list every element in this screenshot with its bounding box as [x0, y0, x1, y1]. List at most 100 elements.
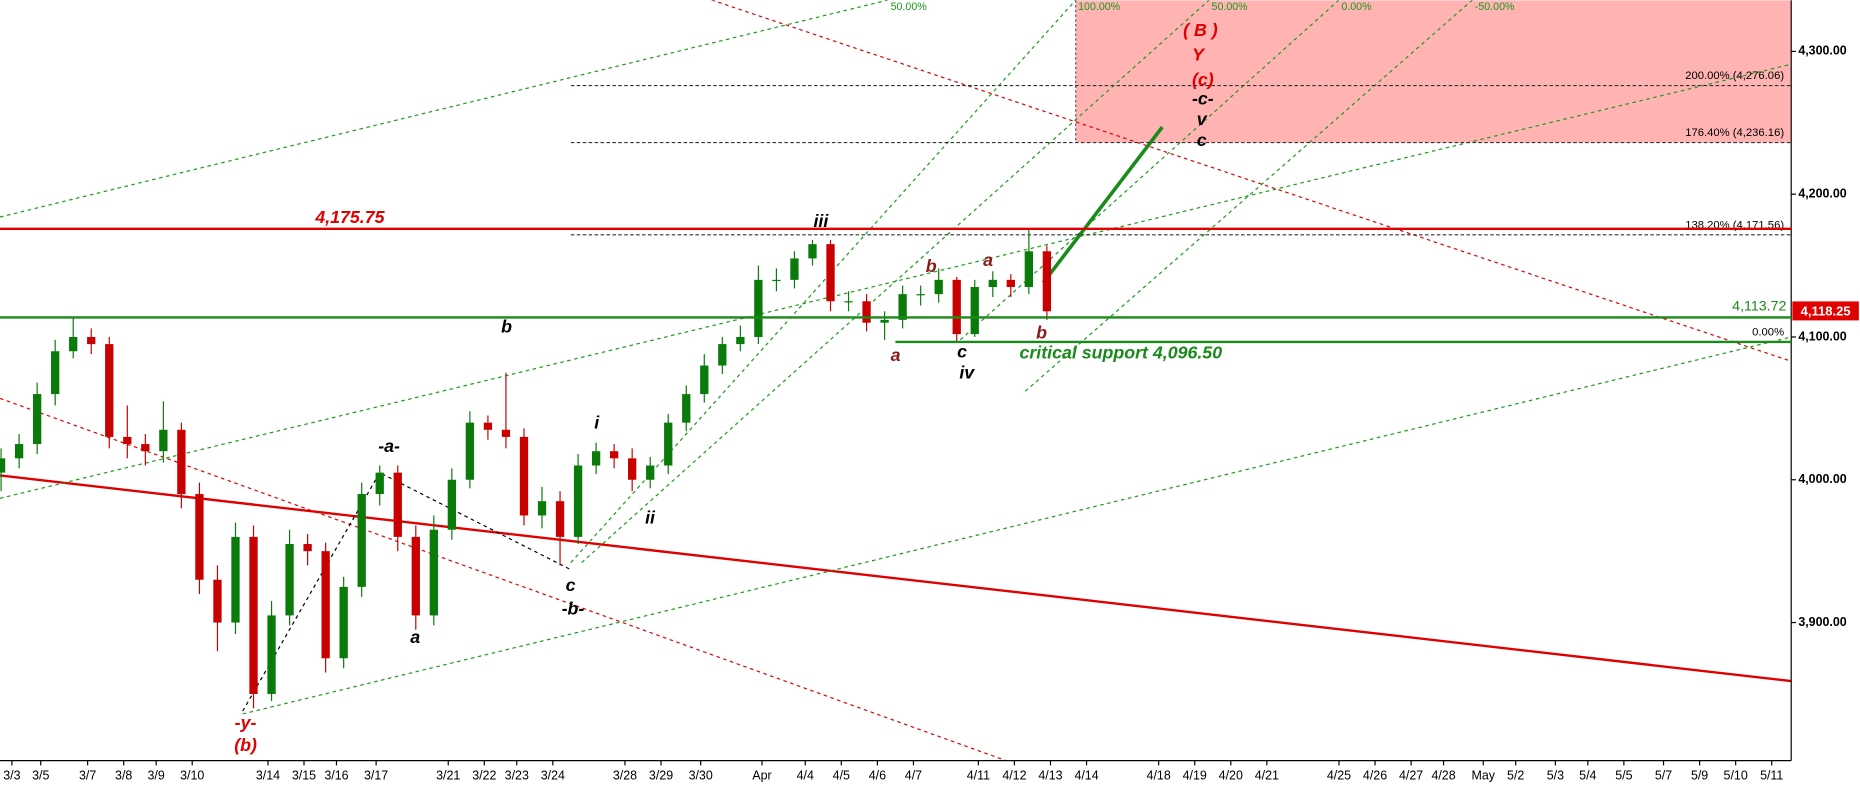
x-tick-label: 3/29	[649, 768, 673, 782]
x-tick-label: 5/3	[1547, 768, 1564, 782]
candle-body	[321, 551, 330, 659]
candle-body	[934, 279, 943, 295]
wave-label: v	[1197, 109, 1208, 129]
y-tick-label: 4,000.00	[1798, 472, 1846, 486]
last-price-box	[1792, 301, 1859, 321]
x-tick-label: 4/14	[1074, 768, 1098, 782]
x-tick-label: 5/10	[1724, 768, 1748, 782]
fib-label: 176.40% (4,236.16)	[1685, 127, 1784, 139]
x-tick-label: 4/27	[1399, 768, 1423, 782]
x-tick-label: 4/7	[905, 768, 922, 782]
candle-body	[213, 579, 222, 623]
x-tick-label: 3/21	[436, 768, 460, 782]
level-label: 4,113.72	[1732, 298, 1786, 314]
wave-label: iii	[813, 211, 829, 231]
x-tick-label: 4/5	[833, 768, 850, 782]
fan-label: 50.00%	[891, 1, 928, 13]
y-tick-label: 4,300.00	[1798, 44, 1846, 58]
candle-body	[429, 529, 438, 616]
candle-body	[682, 394, 691, 423]
candle-body	[519, 436, 529, 516]
candle-body	[375, 472, 384, 495]
x-tick-label: 3/10	[180, 768, 204, 782]
wave-label: a	[891, 345, 901, 365]
x-tick-label: 4/11	[967, 768, 990, 782]
wave-label: Y	[1192, 45, 1206, 65]
plot-area	[0, 0, 1792, 761]
wave-label: b	[1036, 322, 1047, 342]
x-tick-label: 5/2	[1507, 768, 1524, 782]
candle-body	[195, 494, 204, 580]
x-tick-label: 4/12	[1002, 768, 1026, 782]
x-tick-label: 5/4	[1579, 768, 1596, 782]
x-tick-label: 3/24	[541, 768, 565, 782]
wave-label: c	[1197, 130, 1207, 150]
candle-body	[483, 422, 493, 430]
x-tick-label: 4/13	[1038, 768, 1062, 782]
candle-body	[447, 479, 457, 530]
candle-body	[952, 279, 961, 335]
x-tick-label: 5/9	[1691, 768, 1708, 782]
trend-line	[0, 474, 1792, 683]
last-price-label: 4,118.25	[1801, 304, 1851, 319]
candle-body	[862, 301, 871, 323]
trend-line	[0, 0, 889, 218]
candle-body	[736, 336, 745, 345]
wave-label: b	[501, 316, 512, 336]
candle-body	[177, 429, 186, 495]
x-tick-label: 3/28	[613, 768, 637, 782]
x-tick-label: 3/15	[292, 768, 316, 782]
x-tick-label: 5/7	[1655, 768, 1672, 782]
x-tick-label: 3/14	[256, 768, 280, 782]
x-tick-label: 3/8	[115, 768, 132, 782]
trend-line	[570, 0, 1077, 563]
candle-body	[754, 279, 763, 337]
candle-body	[790, 258, 799, 280]
x-tick-label: 4/26	[1363, 768, 1387, 782]
candle-body	[609, 451, 619, 459]
candle-body	[393, 472, 402, 537]
candle-body	[0, 458, 6, 473]
fan-label: 100.00%	[1078, 1, 1121, 13]
x-tick-label: 3/5	[32, 768, 49, 782]
candle-body	[14, 444, 24, 459]
candle-body	[808, 244, 817, 259]
wave-label: -y-	[235, 713, 257, 733]
candle-body	[285, 544, 294, 616]
candle-body	[772, 279, 781, 282]
candle-body	[267, 615, 276, 694]
fan-label: 50.00%	[1212, 1, 1249, 13]
wave-label: a	[410, 627, 420, 647]
y-tick-label: 3,900.00	[1798, 615, 1846, 629]
x-tick-label: 4/21	[1255, 768, 1279, 782]
candle-body	[555, 501, 565, 537]
candle-body	[141, 444, 150, 452]
level-label: critical support 4,096.50	[1019, 343, 1222, 363]
candle-body	[844, 301, 853, 303]
x-tick-label: 4/4	[797, 768, 814, 782]
trend-line	[0, 397, 1008, 761]
x-tick-label: 3/9	[147, 768, 164, 782]
x-tick-label: 3/30	[689, 768, 713, 782]
candle-body	[1006, 279, 1015, 287]
candle-body	[591, 451, 601, 466]
wave-label: (c)	[1192, 70, 1214, 90]
candle-body	[249, 536, 258, 694]
trend-line	[581, 0, 1210, 564]
candle-body	[339, 586, 348, 659]
wave-label: c	[566, 575, 576, 595]
x-tick-label: Apr	[752, 768, 771, 782]
fan-label: -50.00%	[1475, 1, 1515, 13]
fib-label: 200.00% (4,276.06)	[1685, 70, 1784, 82]
x-tick-label: 4/25	[1327, 768, 1351, 782]
candle-body	[1042, 251, 1052, 312]
candle-body	[357, 494, 366, 587]
level-label: 4,175.75	[314, 207, 385, 227]
y-tick-label: 4,200.00	[1798, 186, 1846, 200]
candle-body	[664, 422, 673, 466]
candle-body	[1024, 251, 1034, 287]
x-tick-label: 5/11	[1760, 768, 1783, 782]
wave-label: -c-	[1192, 89, 1214, 109]
candle-body	[69, 336, 78, 352]
